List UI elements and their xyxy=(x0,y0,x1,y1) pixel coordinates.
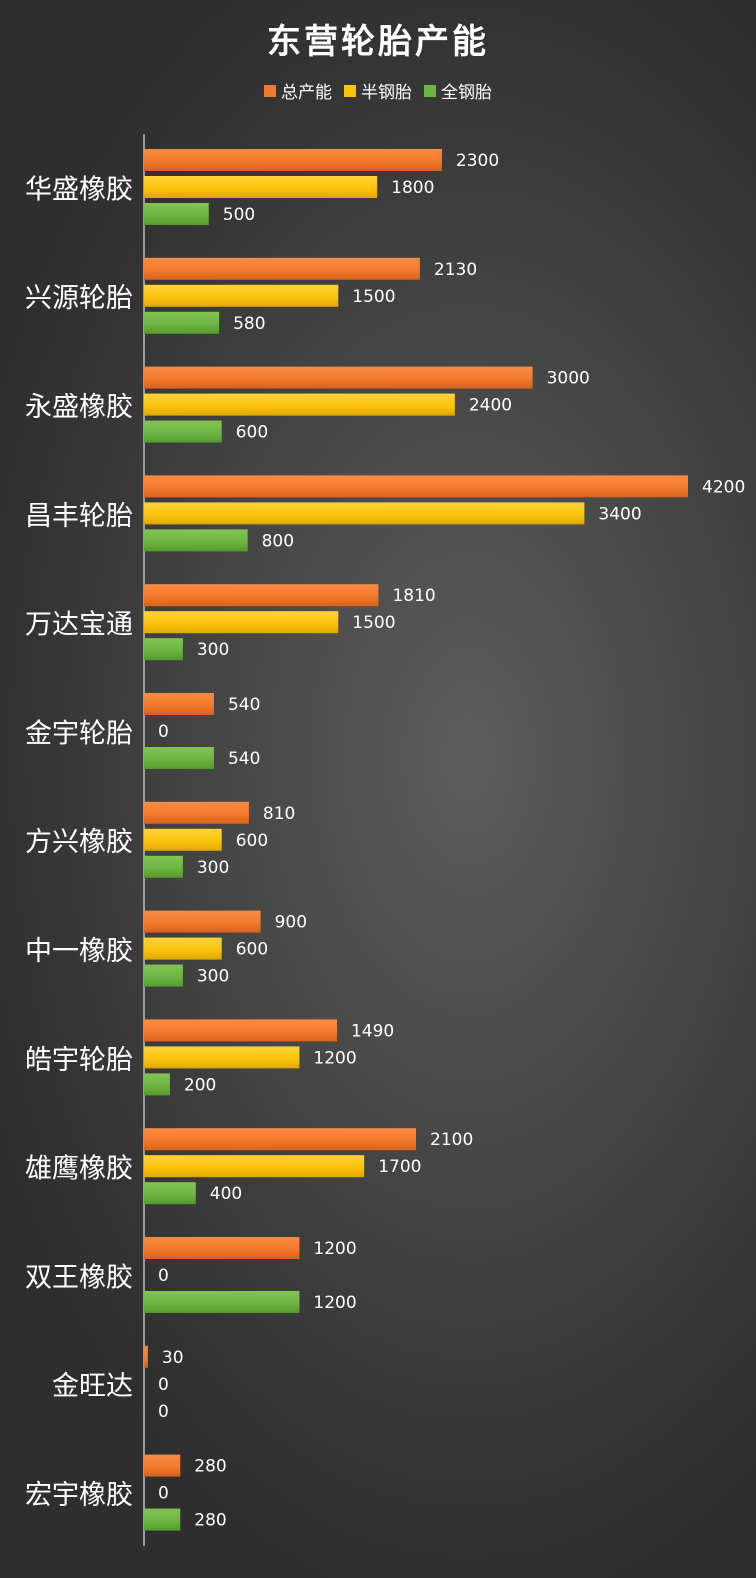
data-label-total: 30 xyxy=(162,1348,184,1368)
data-label-total: 280 xyxy=(194,1457,226,1477)
bar-all-steel xyxy=(144,1508,181,1531)
bar-all-steel xyxy=(144,529,248,552)
legend-swatch-all-steel xyxy=(424,84,436,97)
data-label-semi-steel: 1500 xyxy=(352,287,395,307)
bar-total xyxy=(144,910,261,933)
bar-semi-steel xyxy=(144,828,222,851)
bar-all-steel xyxy=(144,1182,196,1205)
bar-total xyxy=(144,1237,300,1259)
bar-all-steel xyxy=(144,420,222,443)
category-label: 永盛橡胶 xyxy=(25,392,133,423)
data-label-all-steel: 800 xyxy=(262,531,294,551)
category-label: 中一橡胶 xyxy=(25,936,133,967)
bar-semi-steel xyxy=(144,284,339,307)
data-label-semi-steel: 1500 xyxy=(352,613,395,633)
bar-total xyxy=(144,1345,148,1368)
bar-total xyxy=(144,1019,337,1042)
data-label-semi-steel: 0 xyxy=(158,1266,169,1286)
category-label: 宏宇橡胶 xyxy=(25,1480,133,1511)
data-label-semi-steel: 3400 xyxy=(598,504,641,524)
category-label: 双王橡胶 xyxy=(25,1262,133,1293)
data-label-semi-steel: 0 xyxy=(158,722,169,742)
data-label-all-steel: 400 xyxy=(210,1184,242,1204)
data-label-total: 900 xyxy=(275,913,307,933)
data-label-all-steel: 300 xyxy=(197,640,229,660)
bar-all-steel xyxy=(144,747,214,769)
bar-total xyxy=(144,1128,416,1151)
data-label-all-steel: 280 xyxy=(194,1511,226,1531)
data-label-total: 1200 xyxy=(313,1239,356,1259)
legend-item-semi-steel: 半钢胎 xyxy=(344,78,412,103)
bar-all-steel xyxy=(144,855,183,878)
bar-total xyxy=(144,801,249,824)
bar-semi-steel xyxy=(144,611,339,634)
data-label-total: 2130 xyxy=(434,260,477,280)
data-label-all-steel: 200 xyxy=(184,1075,216,1095)
bar-all-steel xyxy=(144,311,220,334)
bar-total xyxy=(144,149,442,171)
data-label-total: 4200 xyxy=(702,477,745,497)
bar-all-steel xyxy=(144,1291,300,1313)
data-label-semi-steel: 1800 xyxy=(391,178,434,198)
bar-total xyxy=(144,475,688,498)
data-label-total: 2300 xyxy=(456,151,499,171)
legend: 总产能 半钢胎 全钢胎 xyxy=(0,78,756,103)
data-label-all-steel: 600 xyxy=(236,423,268,443)
bar-semi-steel xyxy=(144,393,455,416)
legend-label-all-steel: 全钢胎 xyxy=(441,83,492,103)
data-label-total: 3000 xyxy=(547,369,590,389)
data-label-semi-steel: 600 xyxy=(236,831,268,851)
legend-label-semi-steel: 半钢胎 xyxy=(361,83,412,103)
bar-total xyxy=(144,257,420,280)
category-label: 方兴橡胶 xyxy=(25,827,133,858)
data-label-all-steel: 580 xyxy=(233,314,265,334)
data-label-all-steel: 300 xyxy=(197,858,229,878)
data-label-total: 1490 xyxy=(351,1021,394,1041)
data-label-all-steel: 540 xyxy=(228,749,260,769)
data-label-all-steel: 500 xyxy=(223,205,255,225)
legend-swatch-semi-steel xyxy=(344,84,356,97)
legend-swatch-total xyxy=(264,84,276,97)
category-label: 昌丰轮胎 xyxy=(25,501,133,532)
bar-total xyxy=(144,1454,181,1477)
data-label-semi-steel: 1700 xyxy=(378,1157,421,1177)
bar-all-steel xyxy=(144,964,183,987)
category-label: 皓宇轮胎 xyxy=(25,1045,133,1076)
bar-semi-steel xyxy=(144,502,585,525)
chart-title: 东营轮胎产能 xyxy=(267,22,489,62)
bar-all-steel xyxy=(144,638,183,661)
data-label-semi-steel: 600 xyxy=(236,940,268,960)
data-label-all-steel: 300 xyxy=(197,967,229,987)
data-label-semi-steel: 0 xyxy=(158,1484,169,1504)
bar-total xyxy=(144,366,533,389)
bar-total xyxy=(144,584,379,607)
data-label-total: 1810 xyxy=(392,586,435,606)
legend-label-total: 总产能 xyxy=(281,83,332,103)
category-label: 金宇轮胎 xyxy=(25,718,133,749)
data-label-total: 2100 xyxy=(430,1130,473,1150)
data-label-total: 540 xyxy=(228,695,260,715)
data-label-semi-steel: 1200 xyxy=(313,1048,356,1068)
bar-semi-steel xyxy=(144,176,378,198)
bar-semi-steel xyxy=(144,1046,300,1069)
data-label-all-steel: 1200 xyxy=(313,1293,356,1313)
legend-item-total: 总产能 xyxy=(264,78,332,103)
bar-all-steel xyxy=(144,203,209,225)
bar-all-steel xyxy=(144,1073,170,1096)
category-label: 雄鹰橡胶 xyxy=(25,1154,133,1185)
bar-semi-steel xyxy=(144,1155,365,1178)
legend-item-all-steel: 全钢胎 xyxy=(424,78,492,103)
data-label-semi-steel: 0 xyxy=(158,1375,169,1395)
data-label-semi-steel: 2400 xyxy=(469,396,512,416)
category-label: 万达宝通 xyxy=(25,610,133,641)
category-label: 金旺达 xyxy=(52,1371,133,1402)
data-label-total: 810 xyxy=(263,804,295,824)
bar-total xyxy=(144,693,214,715)
bar-semi-steel xyxy=(144,937,222,960)
category-label: 华盛橡胶 xyxy=(25,174,133,205)
data-label-all-steel: 0 xyxy=(158,1402,169,1422)
category-label: 兴源轮胎 xyxy=(25,283,133,314)
